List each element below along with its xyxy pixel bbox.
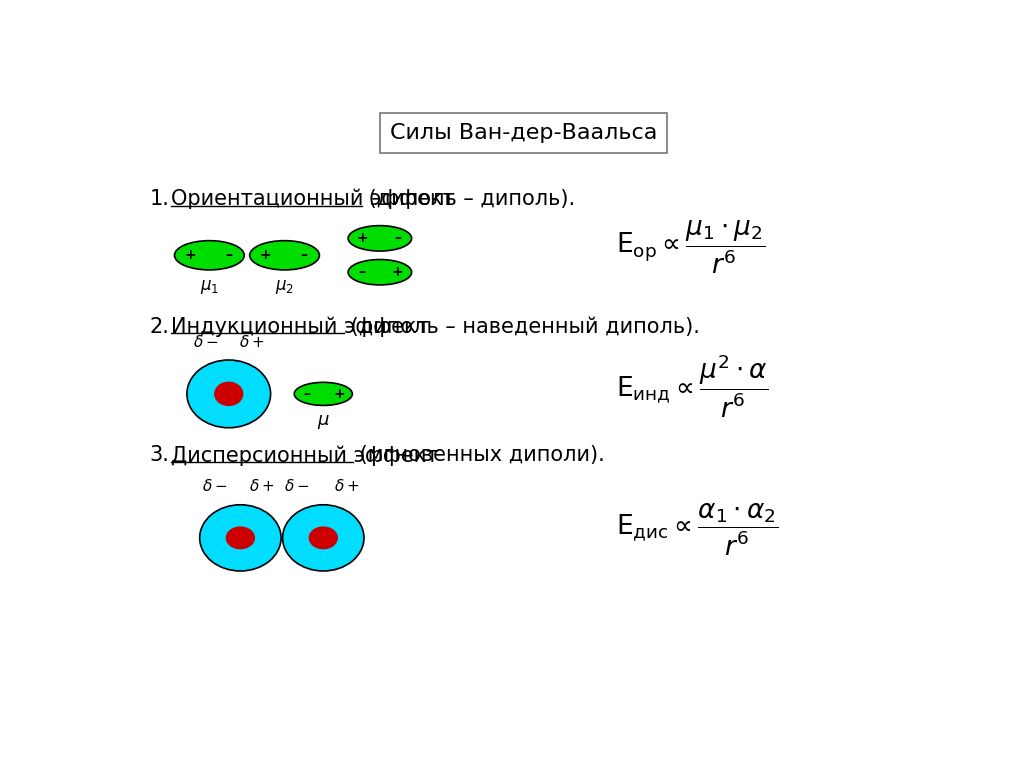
Ellipse shape: [250, 241, 319, 270]
Ellipse shape: [215, 382, 243, 406]
Text: Ориентационный эффект: Ориентационный эффект: [171, 189, 456, 209]
Text: –: –: [225, 249, 232, 262]
Text: $\delta+$: $\delta+$: [240, 334, 265, 350]
Text: 2.: 2.: [150, 317, 170, 337]
Text: –: –: [394, 232, 401, 245]
Text: $\delta+$: $\delta+$: [334, 478, 359, 494]
Ellipse shape: [226, 527, 254, 548]
Text: +: +: [392, 265, 403, 279]
Ellipse shape: [294, 382, 352, 406]
Text: +: +: [334, 387, 345, 401]
Text: 3.: 3.: [150, 446, 170, 466]
Text: +: +: [356, 232, 368, 245]
Text: (диполь – диполь).: (диполь – диполь).: [361, 189, 574, 209]
Text: (диполь – наведенный диполь).: (диполь – наведенный диполь).: [344, 317, 699, 337]
Text: $\delta+$: $\delta+$: [249, 478, 274, 494]
Text: Индукционный эффект: Индукционный эффект: [171, 317, 429, 337]
FancyBboxPatch shape: [380, 113, 667, 153]
Text: Силы Ван-дер-Ваальса: Силы Ван-дер-Ваальса: [389, 123, 657, 143]
Text: $\delta-$: $\delta-$: [193, 334, 218, 350]
Text: $\mu_1$: $\mu_1$: [200, 278, 219, 296]
Ellipse shape: [200, 505, 281, 571]
Ellipse shape: [309, 527, 337, 548]
Text: $\mu$: $\mu$: [316, 413, 330, 431]
Text: 1.: 1.: [150, 189, 170, 209]
Ellipse shape: [187, 360, 270, 428]
Text: $\mathrm{E_{op}} \propto \dfrac{\mu_1 \cdot \mu_2}{r^6}$: $\mathrm{E_{op}} \propto \dfrac{\mu_1 \c…: [616, 219, 765, 276]
Text: (мгновенных диполи).: (мгновенных диполи).: [352, 446, 604, 466]
Text: –: –: [303, 387, 310, 401]
Text: –: –: [301, 249, 307, 262]
Ellipse shape: [174, 241, 245, 270]
Text: –: –: [358, 265, 366, 279]
Ellipse shape: [348, 259, 412, 285]
Text: $\delta-$: $\delta-$: [285, 478, 309, 494]
Text: +: +: [259, 249, 270, 262]
Ellipse shape: [283, 505, 364, 571]
Text: Дисперсионный эффект: Дисперсионный эффект: [171, 445, 439, 466]
Ellipse shape: [348, 225, 412, 251]
Text: $\mathrm{E_{инд}} \propto \dfrac{\mu^2 \cdot \alpha}{r^6}$: $\mathrm{E_{инд}} \propto \dfrac{\mu^2 \…: [616, 353, 768, 420]
Text: +: +: [184, 249, 196, 262]
Text: $\delta-$: $\delta-$: [202, 478, 227, 494]
Text: $\mu_2$: $\mu_2$: [275, 278, 294, 296]
Text: $\mathrm{E_{дис}} \propto \dfrac{\alpha_1 \cdot \alpha_2}{r^6}$: $\mathrm{E_{дис}} \propto \dfrac{\alpha_…: [616, 502, 778, 558]
